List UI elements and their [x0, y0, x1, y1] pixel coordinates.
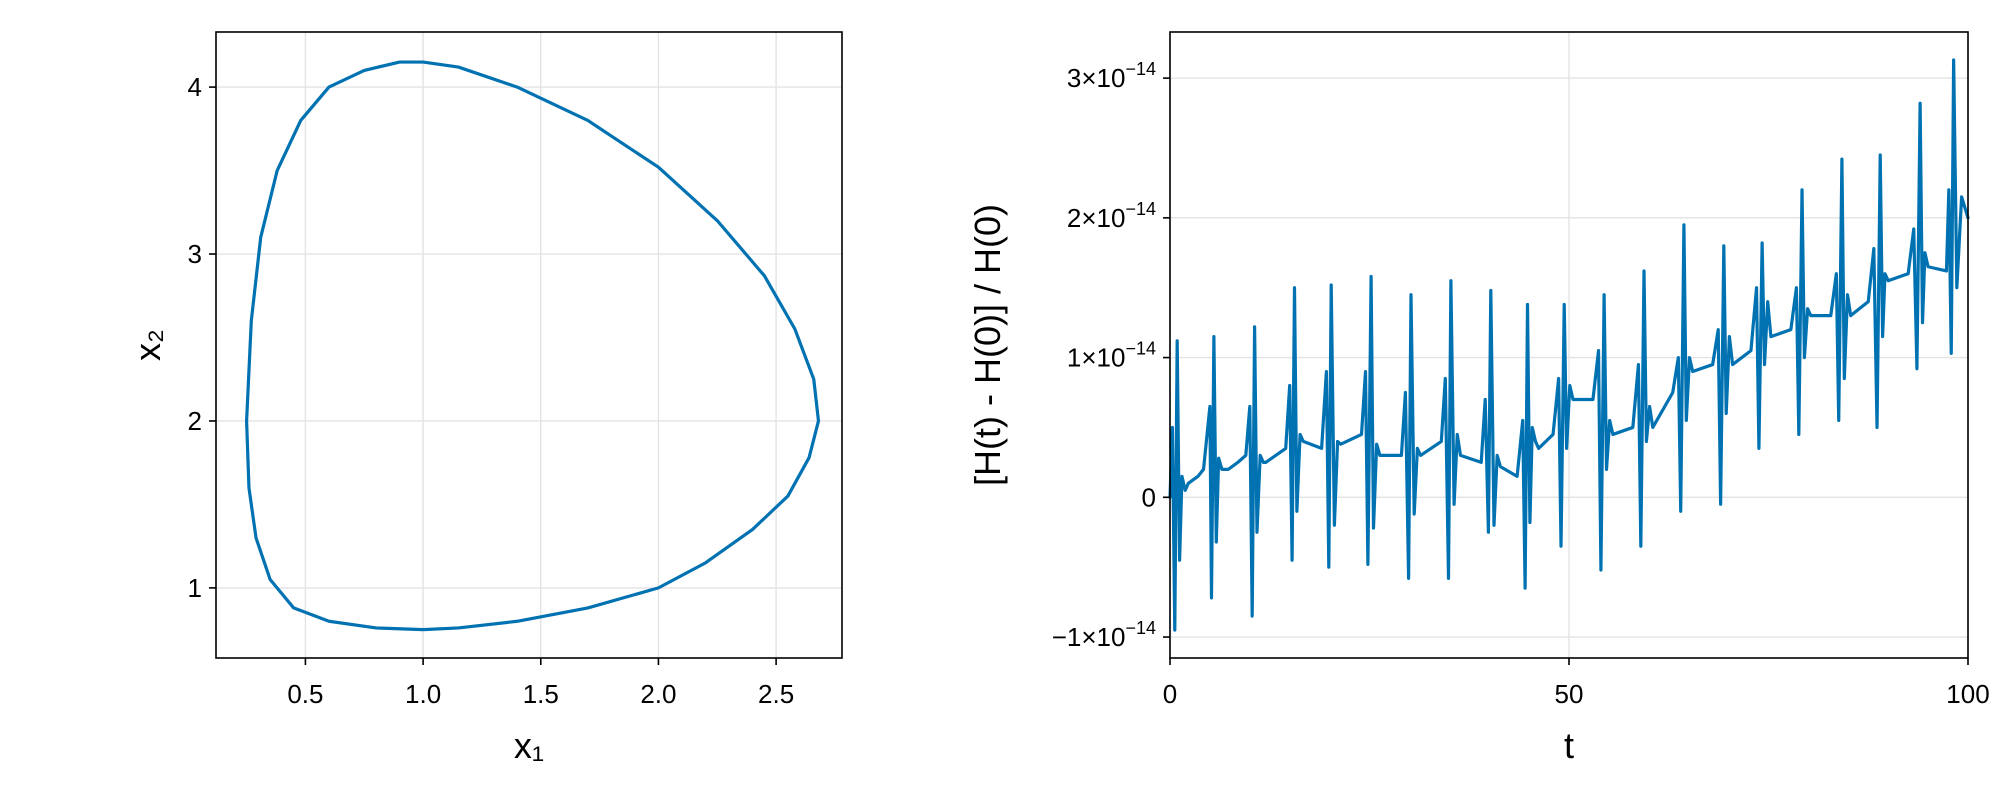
energy-y-tick-base: 0: [1142, 482, 1156, 512]
phase-x-axis-label: x₁: [514, 725, 544, 766]
phase-plot-frame: [215, 31, 843, 659]
phase-plot-panel: 0.5 1.0 1.5 2.0 2.5 1 2 3 4 x₁ x₂: [127, 31, 843, 766]
phase-x-tick-label: 2.5: [758, 679, 794, 709]
energy-y-tick-exponent: −14: [1125, 199, 1156, 219]
energy-y-tick-label: 1×10−14: [1067, 339, 1156, 373]
energy-y-axis-label: [H(t) - H(0)] / H(0): [967, 204, 1008, 486]
energy-y-tick-base: 2×10: [1067, 203, 1126, 233]
phase-plot-grid: [216, 32, 842, 658]
energy-y-tick-base: 3×10: [1067, 63, 1126, 93]
energy-y-tick-label: −1×10−14: [1052, 618, 1156, 652]
phase-y-tick-base: 1: [188, 573, 202, 603]
energy-y-tick-base: −1×10: [1052, 622, 1126, 652]
energy-y-tick-label: 0: [1142, 482, 1156, 512]
phase-y-tick-label: 3: [188, 239, 202, 269]
energy-x-axis-label: t: [1564, 725, 1574, 766]
energy-x-tick-label: 0: [1163, 679, 1177, 709]
phase-y-tick-base: 4: [188, 72, 202, 102]
energy-y-tick-exponent: −14: [1125, 59, 1156, 79]
energy-y-tick-exponent: −14: [1125, 618, 1156, 638]
energy-x-tick-label: 50: [1555, 679, 1584, 709]
energy-error-line: [1168, 58, 1970, 632]
phase-y-axis-label: x₂: [127, 329, 168, 361]
energy-y-tick-exponent: −14: [1125, 339, 1156, 359]
phase-y-tick-base: 2: [188, 406, 202, 436]
phase-y-tick-label: 1: [188, 573, 202, 603]
energy-y-tick-label: 3×10−14: [1067, 59, 1156, 93]
phase-plot-ticks: 0.5 1.0 1.5 2.0 2.5 1 2 3 4: [188, 72, 795, 709]
phase-y-tick-base: 3: [188, 239, 202, 269]
phase-x-tick-label: 1.5: [523, 679, 559, 709]
phase-orbit-line: [244, 60, 821, 632]
energy-y-tick-label: 2×10−14: [1067, 199, 1156, 233]
phase-x-tick-label: 1.0: [405, 679, 441, 709]
phase-y-tick-label: 4: [188, 72, 202, 102]
energy-error-grid: [1169, 32, 1969, 658]
energy-x-tick-label: 100: [1946, 679, 1989, 709]
phase-x-tick-label: 0.5: [287, 679, 323, 709]
energy-y-tick-base: 1×10: [1067, 343, 1126, 373]
phase-x-tick-label: 2.0: [640, 679, 676, 709]
phase-y-tick-label: 2: [188, 406, 202, 436]
